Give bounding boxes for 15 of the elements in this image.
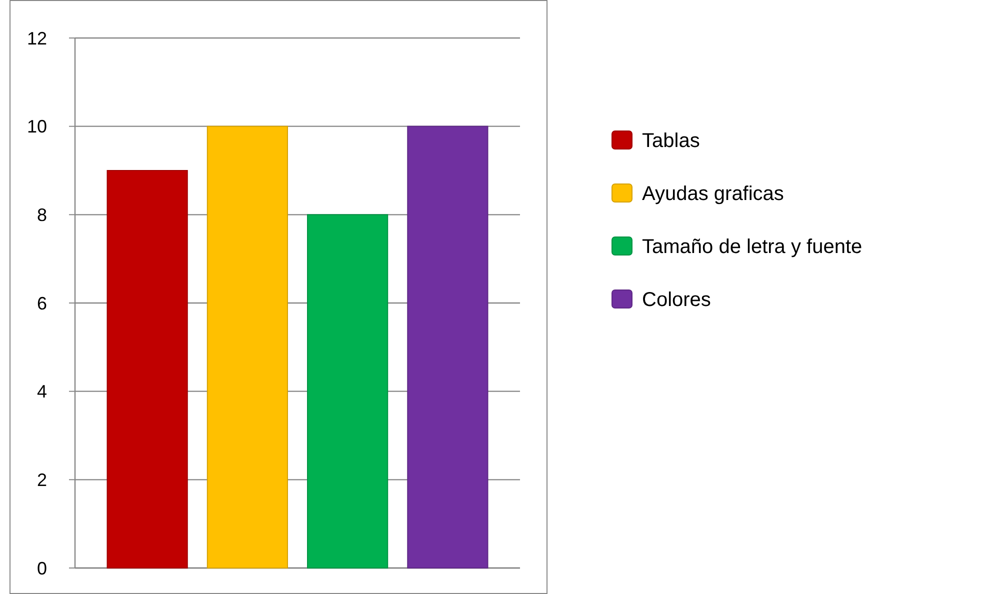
legend-label: Tablas bbox=[642, 130, 700, 152]
y-tick-label: 12 bbox=[26, 28, 47, 48]
legend-label: Tamaño de letra y fuente bbox=[642, 236, 862, 258]
y-tick-label: 6 bbox=[36, 293, 47, 314]
y-tick-label: 4 bbox=[36, 382, 47, 402]
bar bbox=[106, 170, 188, 568]
legend-label: Colores bbox=[642, 289, 711, 311]
y-tick-label: 10 bbox=[26, 116, 47, 137]
y-tick-label: 2 bbox=[36, 470, 47, 490]
y-tick-label: 8 bbox=[36, 204, 47, 225]
bar bbox=[206, 126, 288, 568]
bar bbox=[407, 126, 488, 568]
y-tick-label: 0 bbox=[36, 558, 47, 578]
legend-label: Ayudas graficas bbox=[642, 183, 784, 205]
bar bbox=[307, 214, 388, 568]
